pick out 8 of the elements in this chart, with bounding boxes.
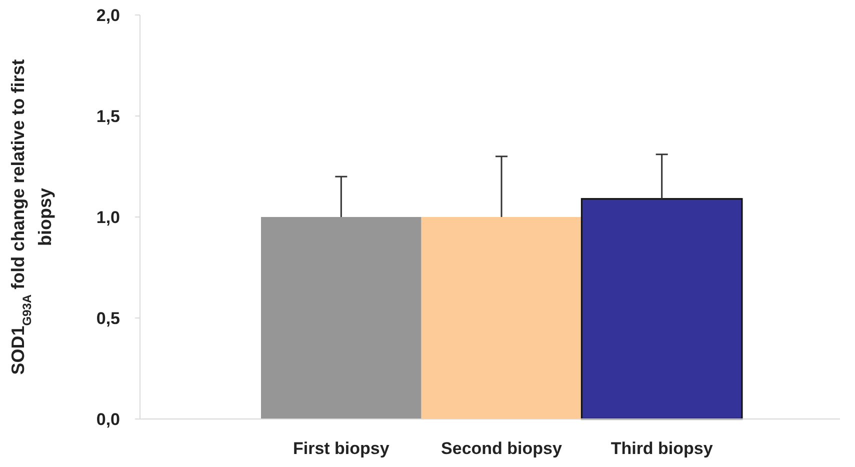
x-tick-label: Third biopsy [610, 439, 714, 458]
y-tick-label: 0,5 [96, 308, 120, 328]
y-tick-label: 2,0 [96, 6, 120, 25]
x-tick-label: First biopsy [292, 439, 390, 458]
y-tick-label: 0,0 [96, 410, 120, 429]
y-tick-label: 1,5 [96, 106, 120, 126]
x-tick-label: Second biopsy [441, 439, 562, 458]
y-tick-label: 1,0 [96, 208, 120, 227]
